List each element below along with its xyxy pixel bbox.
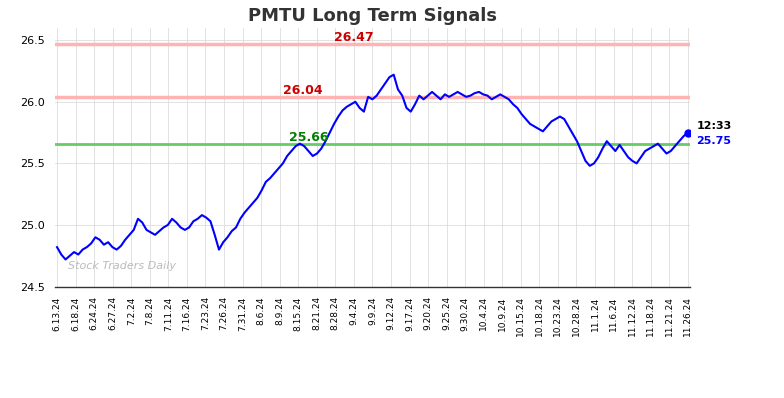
Title: PMTU Long Term Signals: PMTU Long Term Signals — [248, 7, 497, 25]
Text: 25.66: 25.66 — [289, 131, 328, 144]
Text: 26.47: 26.47 — [333, 31, 373, 44]
Point — [681, 129, 694, 136]
Text: 25.75: 25.75 — [696, 136, 731, 146]
Text: 26.04: 26.04 — [283, 84, 322, 97]
Text: Stock Traders Daily: Stock Traders Daily — [67, 261, 176, 271]
Text: 12:33: 12:33 — [696, 121, 731, 131]
